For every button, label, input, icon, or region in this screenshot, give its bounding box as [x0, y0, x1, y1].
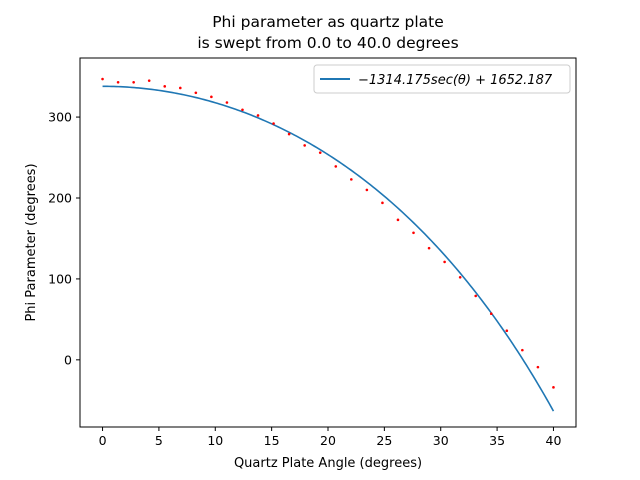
- x-tick-label: 40: [546, 433, 562, 448]
- x-tick-label: 15: [264, 433, 280, 448]
- data-point: [178, 86, 182, 90]
- plot-frame: [79, 57, 577, 428]
- data-point: [303, 144, 306, 147]
- x-tick-label: 0: [99, 433, 107, 448]
- data-point: [381, 201, 384, 205]
- axis-ticks: 0 5 10 15 20 25 30 35 40 0 100 200 300: [48, 110, 561, 448]
- x-tick-label: 25: [376, 433, 392, 448]
- data-point: [552, 386, 555, 389]
- chart-title-line2: is swept from 0.0 to 40.0 degrees: [197, 34, 458, 52]
- chart-title-line1: Phi parameter as quartz plate: [212, 13, 444, 31]
- data-point: [163, 85, 167, 88]
- legend: −1314.175sec(θ) + 1652.187: [313, 64, 571, 94]
- data-point: [443, 260, 446, 264]
- data-point: [210, 95, 213, 99]
- data-point: [458, 275, 462, 279]
- data-point: [489, 312, 493, 316]
- data-point: [427, 246, 431, 250]
- y-tick-label: 300: [48, 110, 72, 125]
- plot-area: [80, 58, 576, 427]
- data-point: [505, 329, 509, 333]
- data-point: [287, 132, 291, 136]
- data-point: [318, 151, 322, 154]
- data-point: [412, 231, 415, 235]
- x-tick-label: 10: [207, 433, 223, 448]
- y-tick-label: 100: [48, 271, 72, 286]
- data-points-layer: [101, 77, 555, 389]
- y-tick-label: 200: [48, 190, 72, 205]
- data-point: [334, 165, 338, 168]
- data-point: [132, 80, 135, 84]
- data-point: [521, 348, 524, 352]
- data-point: [101, 77, 104, 81]
- data-point: [396, 218, 400, 222]
- x-axis-label: Quartz Plate Angle (degrees): [234, 456, 422, 471]
- x-tick-label: 20: [320, 433, 336, 448]
- data-point: [241, 108, 244, 112]
- data-point: [474, 294, 478, 298]
- data-point: [536, 365, 540, 369]
- data-point: [350, 178, 353, 181]
- data-point: [116, 80, 120, 84]
- fit-curve-layer: [102, 85, 555, 412]
- fit-curve: [102, 85, 555, 412]
- legend-label: −1314.175sec(θ) + 1652.187: [358, 73, 553, 88]
- x-tick-label: 5: [155, 433, 163, 448]
- data-point: [147, 79, 151, 82]
- data-point: [194, 91, 198, 95]
- x-tick-label: 30: [433, 433, 449, 448]
- data-point: [256, 114, 260, 117]
- y-tick-label: 0: [64, 352, 72, 367]
- x-tick-label: 35: [489, 433, 505, 448]
- data-point: [365, 188, 369, 192]
- y-axis-label: Phi Parameter (degrees): [24, 163, 39, 321]
- data-point: [272, 122, 275, 125]
- data-point: [225, 101, 229, 104]
- legend-box: [313, 64, 571, 94]
